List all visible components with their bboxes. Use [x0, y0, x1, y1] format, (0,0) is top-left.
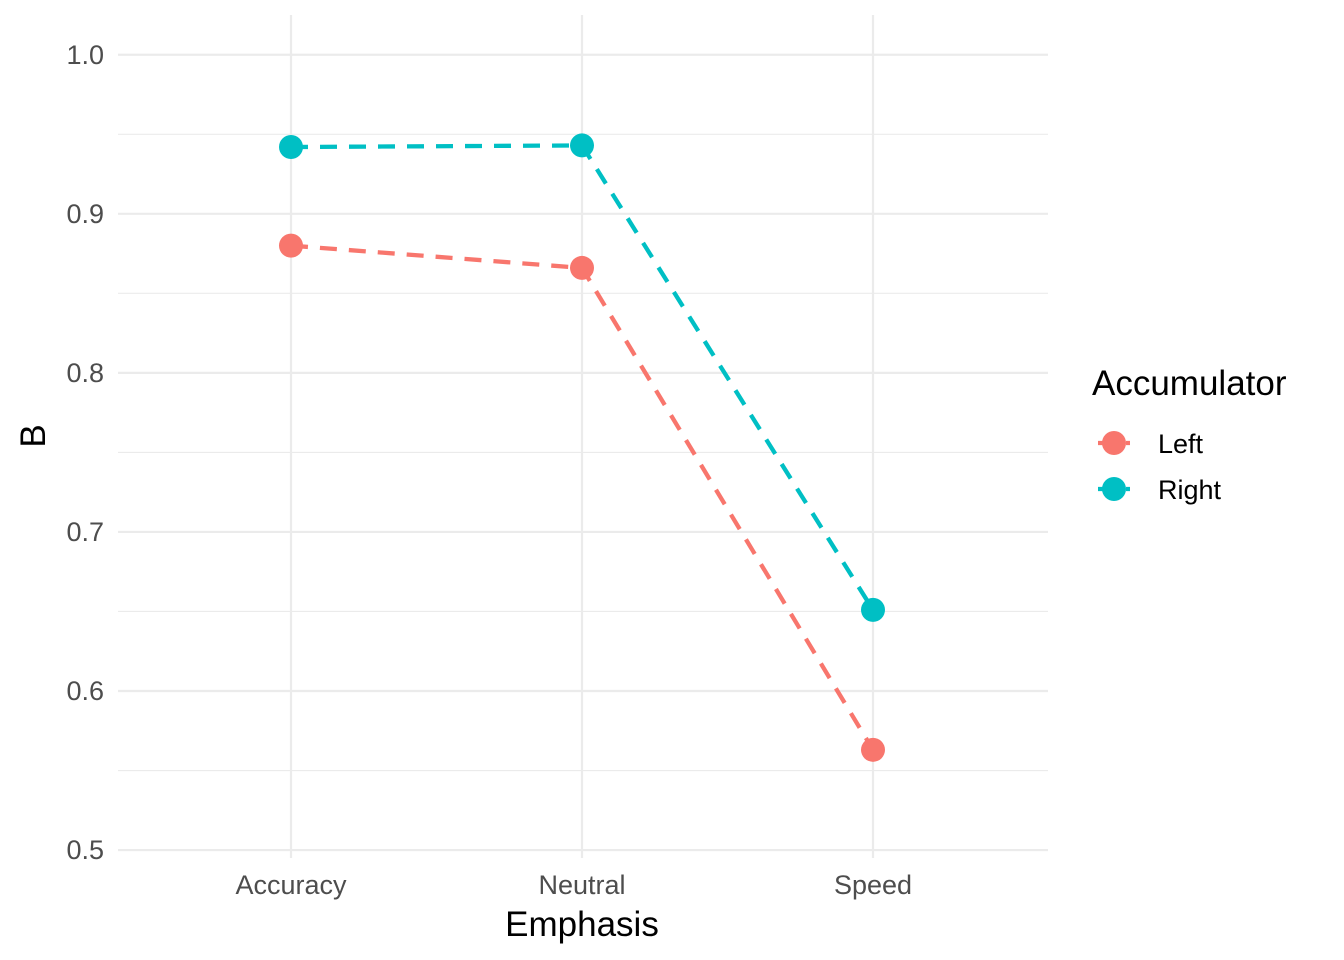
data-point [570, 133, 594, 158]
data-point [861, 737, 885, 762]
x-tick-label: Accuracy [235, 870, 347, 900]
y-tick-labels: 0.5 0.6 0.7 0.8 0.9 1.0 [66, 40, 104, 865]
legend-label: Left [1158, 429, 1204, 459]
data-point [279, 135, 303, 160]
y-tick-label: 0.7 [66, 517, 104, 547]
y-axis-title: B [14, 424, 53, 447]
legend-key-point [1102, 431, 1126, 455]
data-point [279, 233, 303, 258]
data-point [861, 597, 885, 622]
legend-key-point [1102, 477, 1126, 501]
x-tick-label: Speed [834, 870, 912, 900]
x-tick-labels: Accuracy Neutral Speed [235, 870, 912, 900]
y-tick-label: 0.8 [66, 358, 104, 388]
legend-item-left: Left [1098, 429, 1204, 459]
x-axis-title: Emphasis [505, 905, 659, 944]
y-tick-label: 0.5 [66, 835, 104, 865]
legend-items: Left Right [1098, 429, 1222, 505]
series-group [279, 133, 885, 762]
y-tick-label: 1.0 [66, 40, 104, 70]
y-tick-label: 0.6 [66, 676, 104, 706]
legend: Accumulator Left Right [1092, 364, 1287, 505]
x-tick-label: Neutral [538, 870, 625, 900]
legend-item-right: Right [1098, 475, 1222, 505]
legend-label: Right [1158, 475, 1222, 505]
data-point [570, 255, 594, 280]
series-right [279, 133, 885, 622]
legend-title: Accumulator [1092, 364, 1287, 403]
series-left [279, 233, 885, 762]
y-tick-label: 0.9 [66, 199, 104, 229]
